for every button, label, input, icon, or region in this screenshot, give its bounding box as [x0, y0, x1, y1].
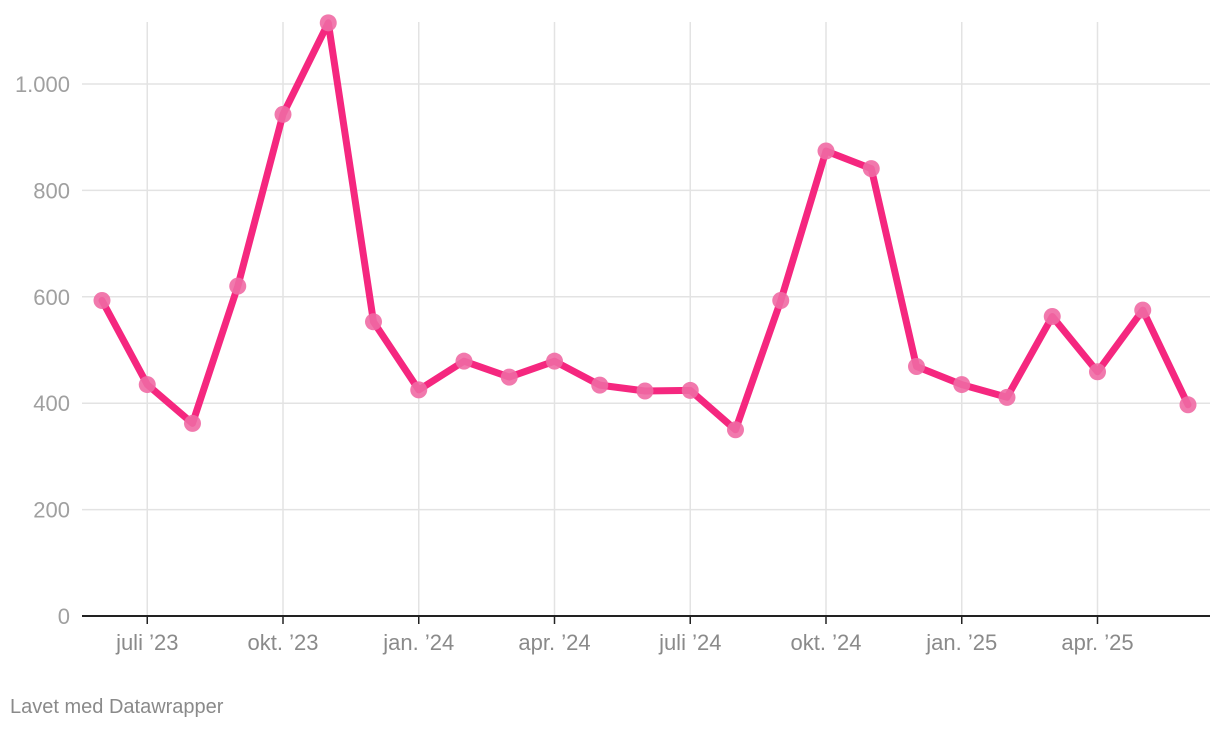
data-point[interactable] [184, 414, 201, 432]
data-point[interactable] [1089, 363, 1106, 381]
data-point[interactable] [772, 292, 790, 310]
data-point[interactable] [138, 376, 156, 394]
x-tick-label: okt. ’23 [248, 630, 319, 655]
data-point[interactable] [455, 352, 473, 370]
data-point[interactable] [1134, 301, 1152, 319]
data-point[interactable] [727, 421, 744, 439]
data-point[interactable] [1179, 396, 1197, 414]
y-tick-label: 600 [33, 285, 70, 310]
data-point[interactable] [365, 313, 382, 331]
x-tick-label: juli ’23 [115, 630, 178, 655]
y-tick-label: 0 [58, 604, 70, 629]
y-tick-label: 400 [33, 391, 70, 416]
data-point[interactable] [817, 142, 835, 160]
data-point[interactable] [862, 160, 880, 178]
gridlines [82, 22, 1210, 616]
data-point[interactable] [953, 376, 971, 394]
data-point[interactable] [93, 292, 111, 310]
series-layer [93, 14, 1197, 439]
data-point[interactable] [410, 381, 428, 399]
credit-text: Lavet med Datawrapper [10, 696, 224, 718]
data-point[interactable] [998, 388, 1016, 406]
x-tick-label: jan. ’24 [382, 630, 454, 655]
x-tick-label: okt. ’24 [791, 630, 862, 655]
y-tick-label: 1.000 [15, 72, 70, 97]
data-point[interactable] [1043, 307, 1061, 325]
data-point[interactable] [636, 382, 654, 400]
data-point[interactable] [681, 381, 699, 399]
y-tick-label: 200 [33, 498, 70, 523]
data-point[interactable] [274, 105, 292, 123]
data-point[interactable] [546, 352, 563, 370]
data-point[interactable] [229, 277, 247, 295]
x-tick-label: apr. ’24 [518, 630, 590, 655]
data-point[interactable] [591, 376, 609, 394]
data-point[interactable] [908, 357, 925, 375]
data-point[interactable] [500, 368, 518, 386]
x-tick-label: juli ’24 [658, 630, 721, 655]
data-point[interactable] [319, 14, 337, 32]
axes: 0 200 400 600 800 1.000 juli ’23 okt. ’23 jan. ’… [15, 72, 1210, 655]
y-tick-label: 800 [33, 178, 70, 203]
x-tick-label: apr. ’25 [1061, 630, 1133, 655]
x-tick-label: jan. ’25 [925, 630, 997, 655]
